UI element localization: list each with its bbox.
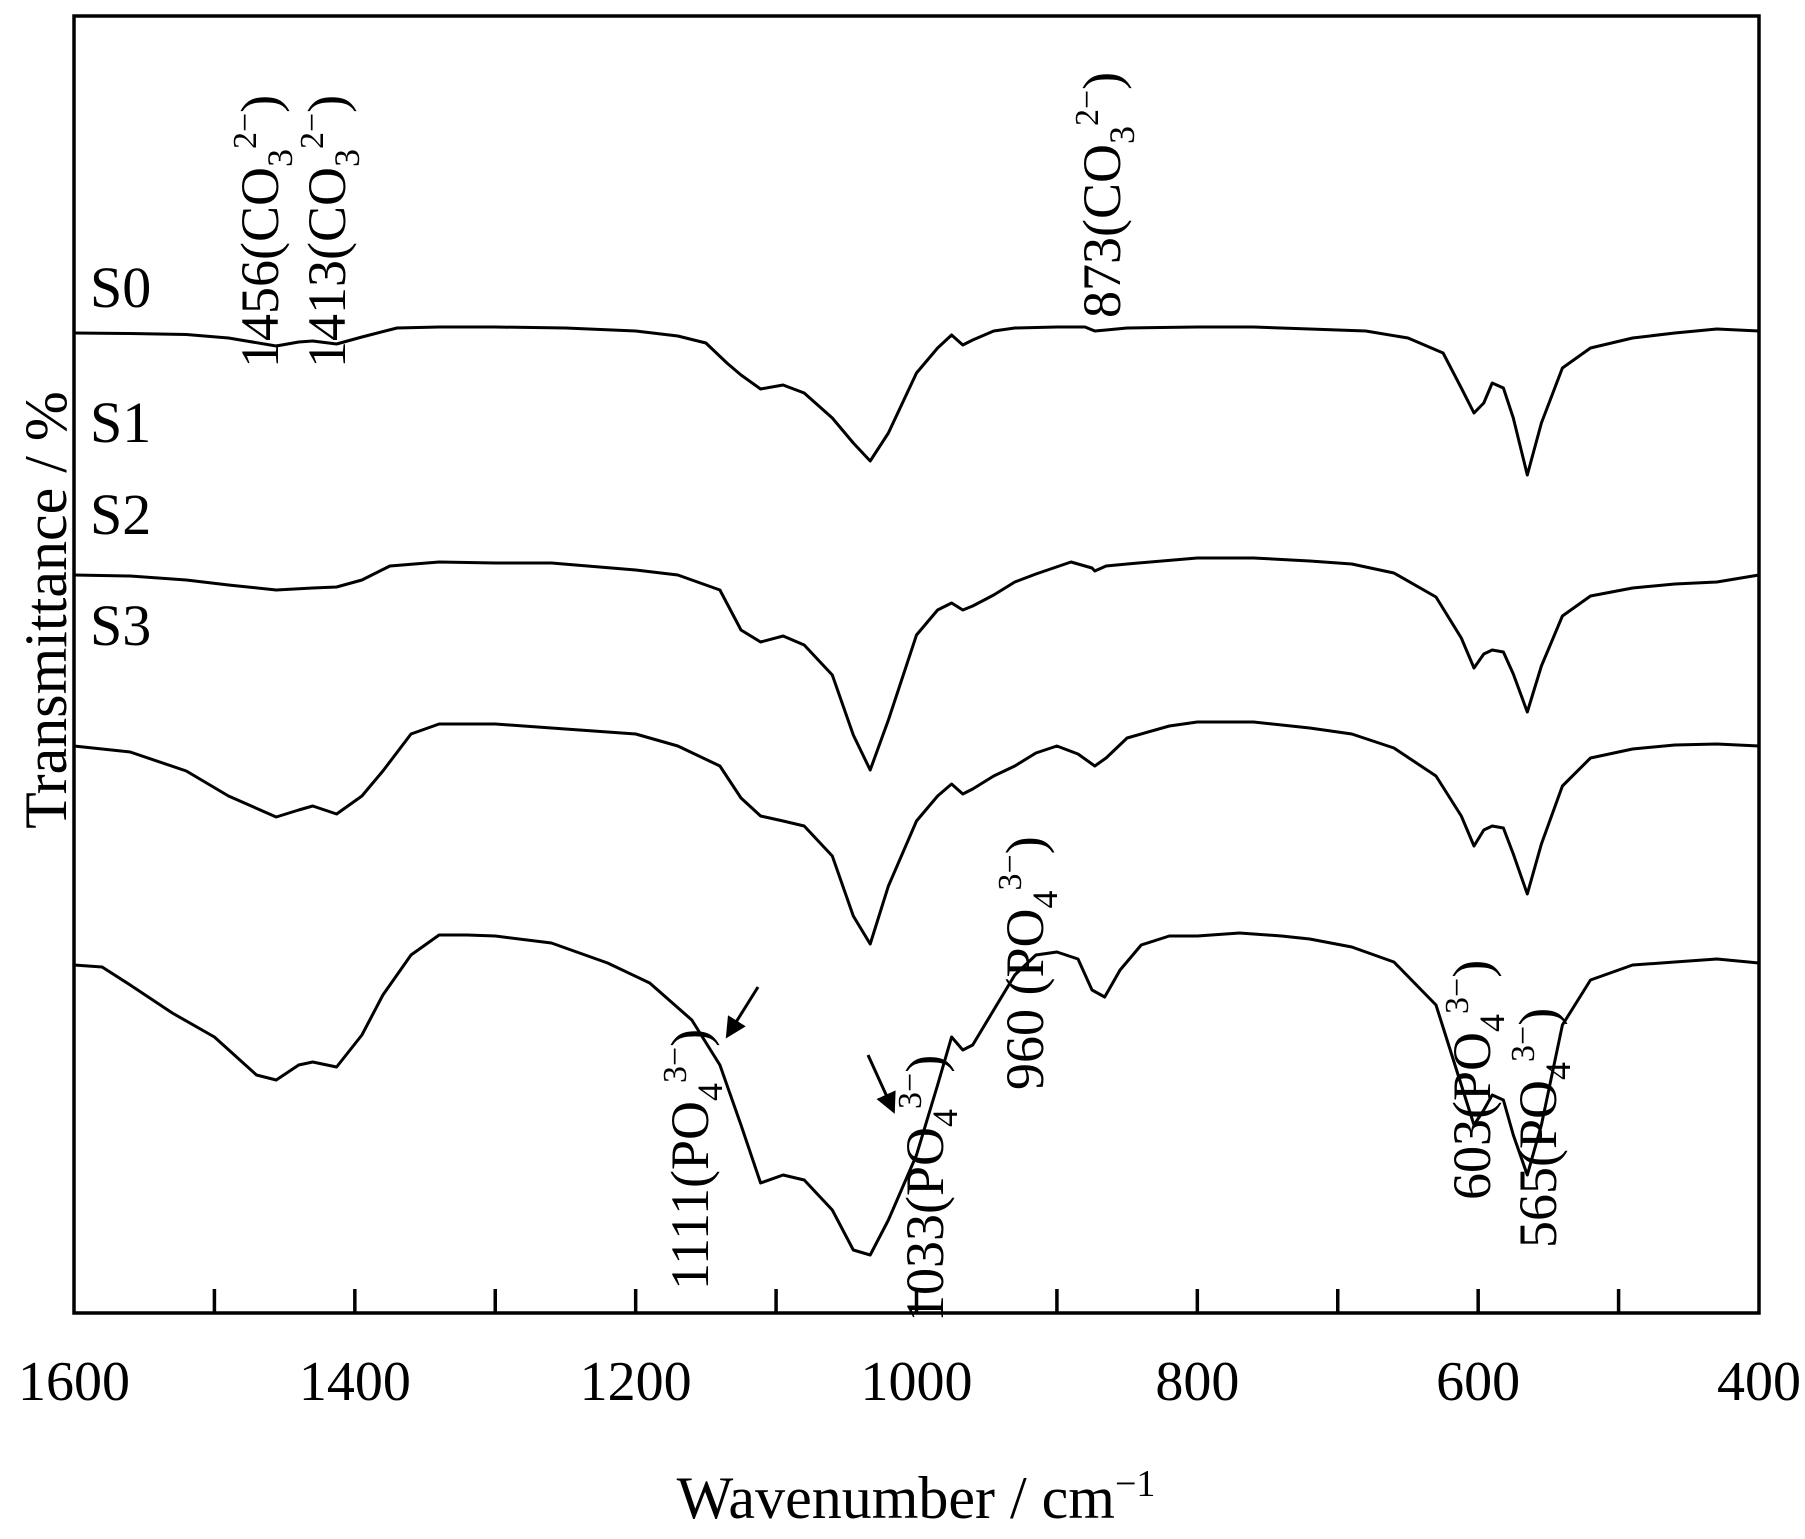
peak-annotation: 1033(PO43−) xyxy=(892,1055,965,1322)
series-line-s2 xyxy=(73,720,1760,946)
arrow-1033 xyxy=(866,1054,896,1114)
peak-annotations: 1456(CO32−)1413(CO32−) 873(CO32−) 960 (PO4… xyxy=(227,72,1578,1322)
series-label-s1: S1 xyxy=(90,390,151,455)
x-ticks xyxy=(212,1289,1621,1313)
x-tick-label: 600 xyxy=(1436,1351,1520,1413)
x-tick-label: 1200 xyxy=(580,1351,692,1413)
x-tick-labels: 1600 1400 1200 1000 800 600 400 xyxy=(18,1351,1801,1413)
peak-annotation: 565(PO43−) xyxy=(1505,1008,1578,1248)
peak-annotation: 1111(PO43−) xyxy=(657,1029,730,1290)
x-tick-label: 1600 xyxy=(18,1351,130,1413)
x-tick-label: 400 xyxy=(1717,1351,1801,1413)
series-label-s0: S0 xyxy=(90,255,151,320)
peak-annotation: 1413(CO32−) xyxy=(294,95,367,368)
series-line-s3 xyxy=(73,931,1760,1257)
series-labels: S0 S1 S2 S3 xyxy=(90,255,151,658)
peak-annotation: 603(PO43−) xyxy=(1439,960,1512,1200)
peak-annotation: 1456(CO32−) xyxy=(227,95,300,368)
series-line-s0 xyxy=(73,325,1760,477)
x-axis-title-text: Wavenumber / cm xyxy=(677,1465,1115,1531)
spectra-group xyxy=(73,325,1760,1257)
x-axis-title-sup: −1 xyxy=(1115,1463,1155,1505)
series-line-s1 xyxy=(73,556,1760,772)
x-tick-label: 800 xyxy=(1155,1351,1239,1413)
series-label-s3: S3 xyxy=(90,593,151,658)
x-axis-title: Wavenumber / cm−1 xyxy=(677,1463,1156,1531)
x-tick-label: 1400 xyxy=(299,1351,411,1413)
y-axis-title: Transmittance / % xyxy=(13,391,79,829)
arrow-1111 xyxy=(725,986,760,1039)
x-tick-label: 1000 xyxy=(861,1351,973,1413)
series-label-s2: S2 xyxy=(90,482,151,547)
peak-annotation: 960 (PO43−) xyxy=(992,836,1065,1090)
peak-annotation: 873(CO32−) xyxy=(1069,72,1142,318)
